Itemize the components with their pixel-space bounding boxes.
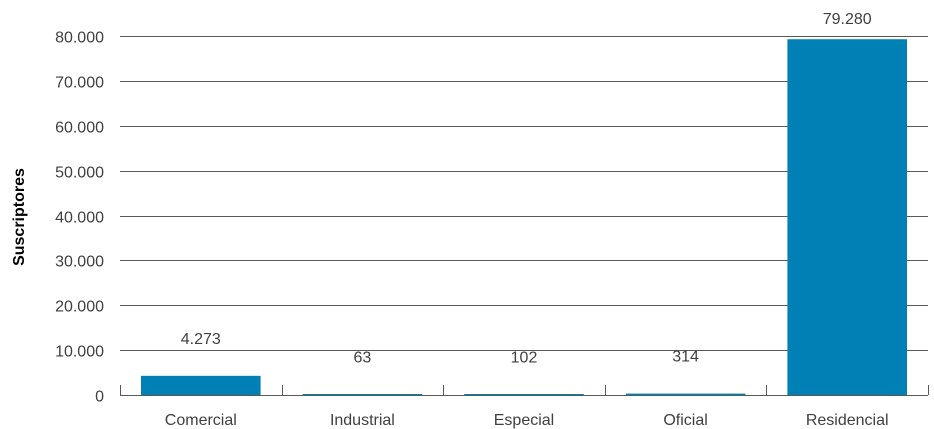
bar-comercial: [141, 375, 261, 395]
y-tick-label: 50.000: [55, 165, 104, 182]
bars: [141, 39, 907, 396]
y-tick-label: 60.000: [55, 120, 104, 137]
y-axis-ticks: 0 10.000 20.000 30.000 40.000 50.000 60.000 70.…: [55, 30, 104, 406]
category-label-comercial: Comercial: [165, 412, 237, 429]
category-label-industrial: Industrial: [330, 412, 395, 429]
data-label-residencial: 79.280: [823, 11, 872, 28]
bar-especial: [464, 394, 584, 395]
y-tick-label: 0: [95, 389, 104, 406]
y-axis-label: Suscriptores: [11, 168, 28, 266]
data-label-industrial: 63: [354, 350, 372, 367]
gridlines: [120, 36, 928, 351]
y-tick-label: 40.000: [55, 210, 104, 227]
data-label-especial: 102: [511, 350, 538, 367]
y-tick-label: 30.000: [55, 254, 104, 271]
bar-residencial: [787, 39, 907, 396]
y-tick-label: 20.000: [55, 299, 104, 316]
data-label-oficial: 314: [672, 349, 699, 366]
data-label-comercial: 4.273: [181, 331, 221, 348]
y-tick-label: 80.000: [55, 30, 104, 47]
x-axis: Comercial Industrial Especial Oficial Reside…: [120, 385, 929, 429]
bar-industrial: [302, 394, 423, 395]
category-label-especial: Especial: [494, 412, 554, 429]
y-tick-label: 70.000: [55, 75, 104, 92]
data-labels: 4.273 63 102 314 79.280: [181, 11, 872, 367]
y-tick-label: 10.000: [55, 344, 104, 361]
category-label-residencial: Residencial: [806, 412, 889, 429]
category-label-oficial: Oficial: [663, 412, 707, 429]
bar-oficial: [625, 393, 746, 395]
